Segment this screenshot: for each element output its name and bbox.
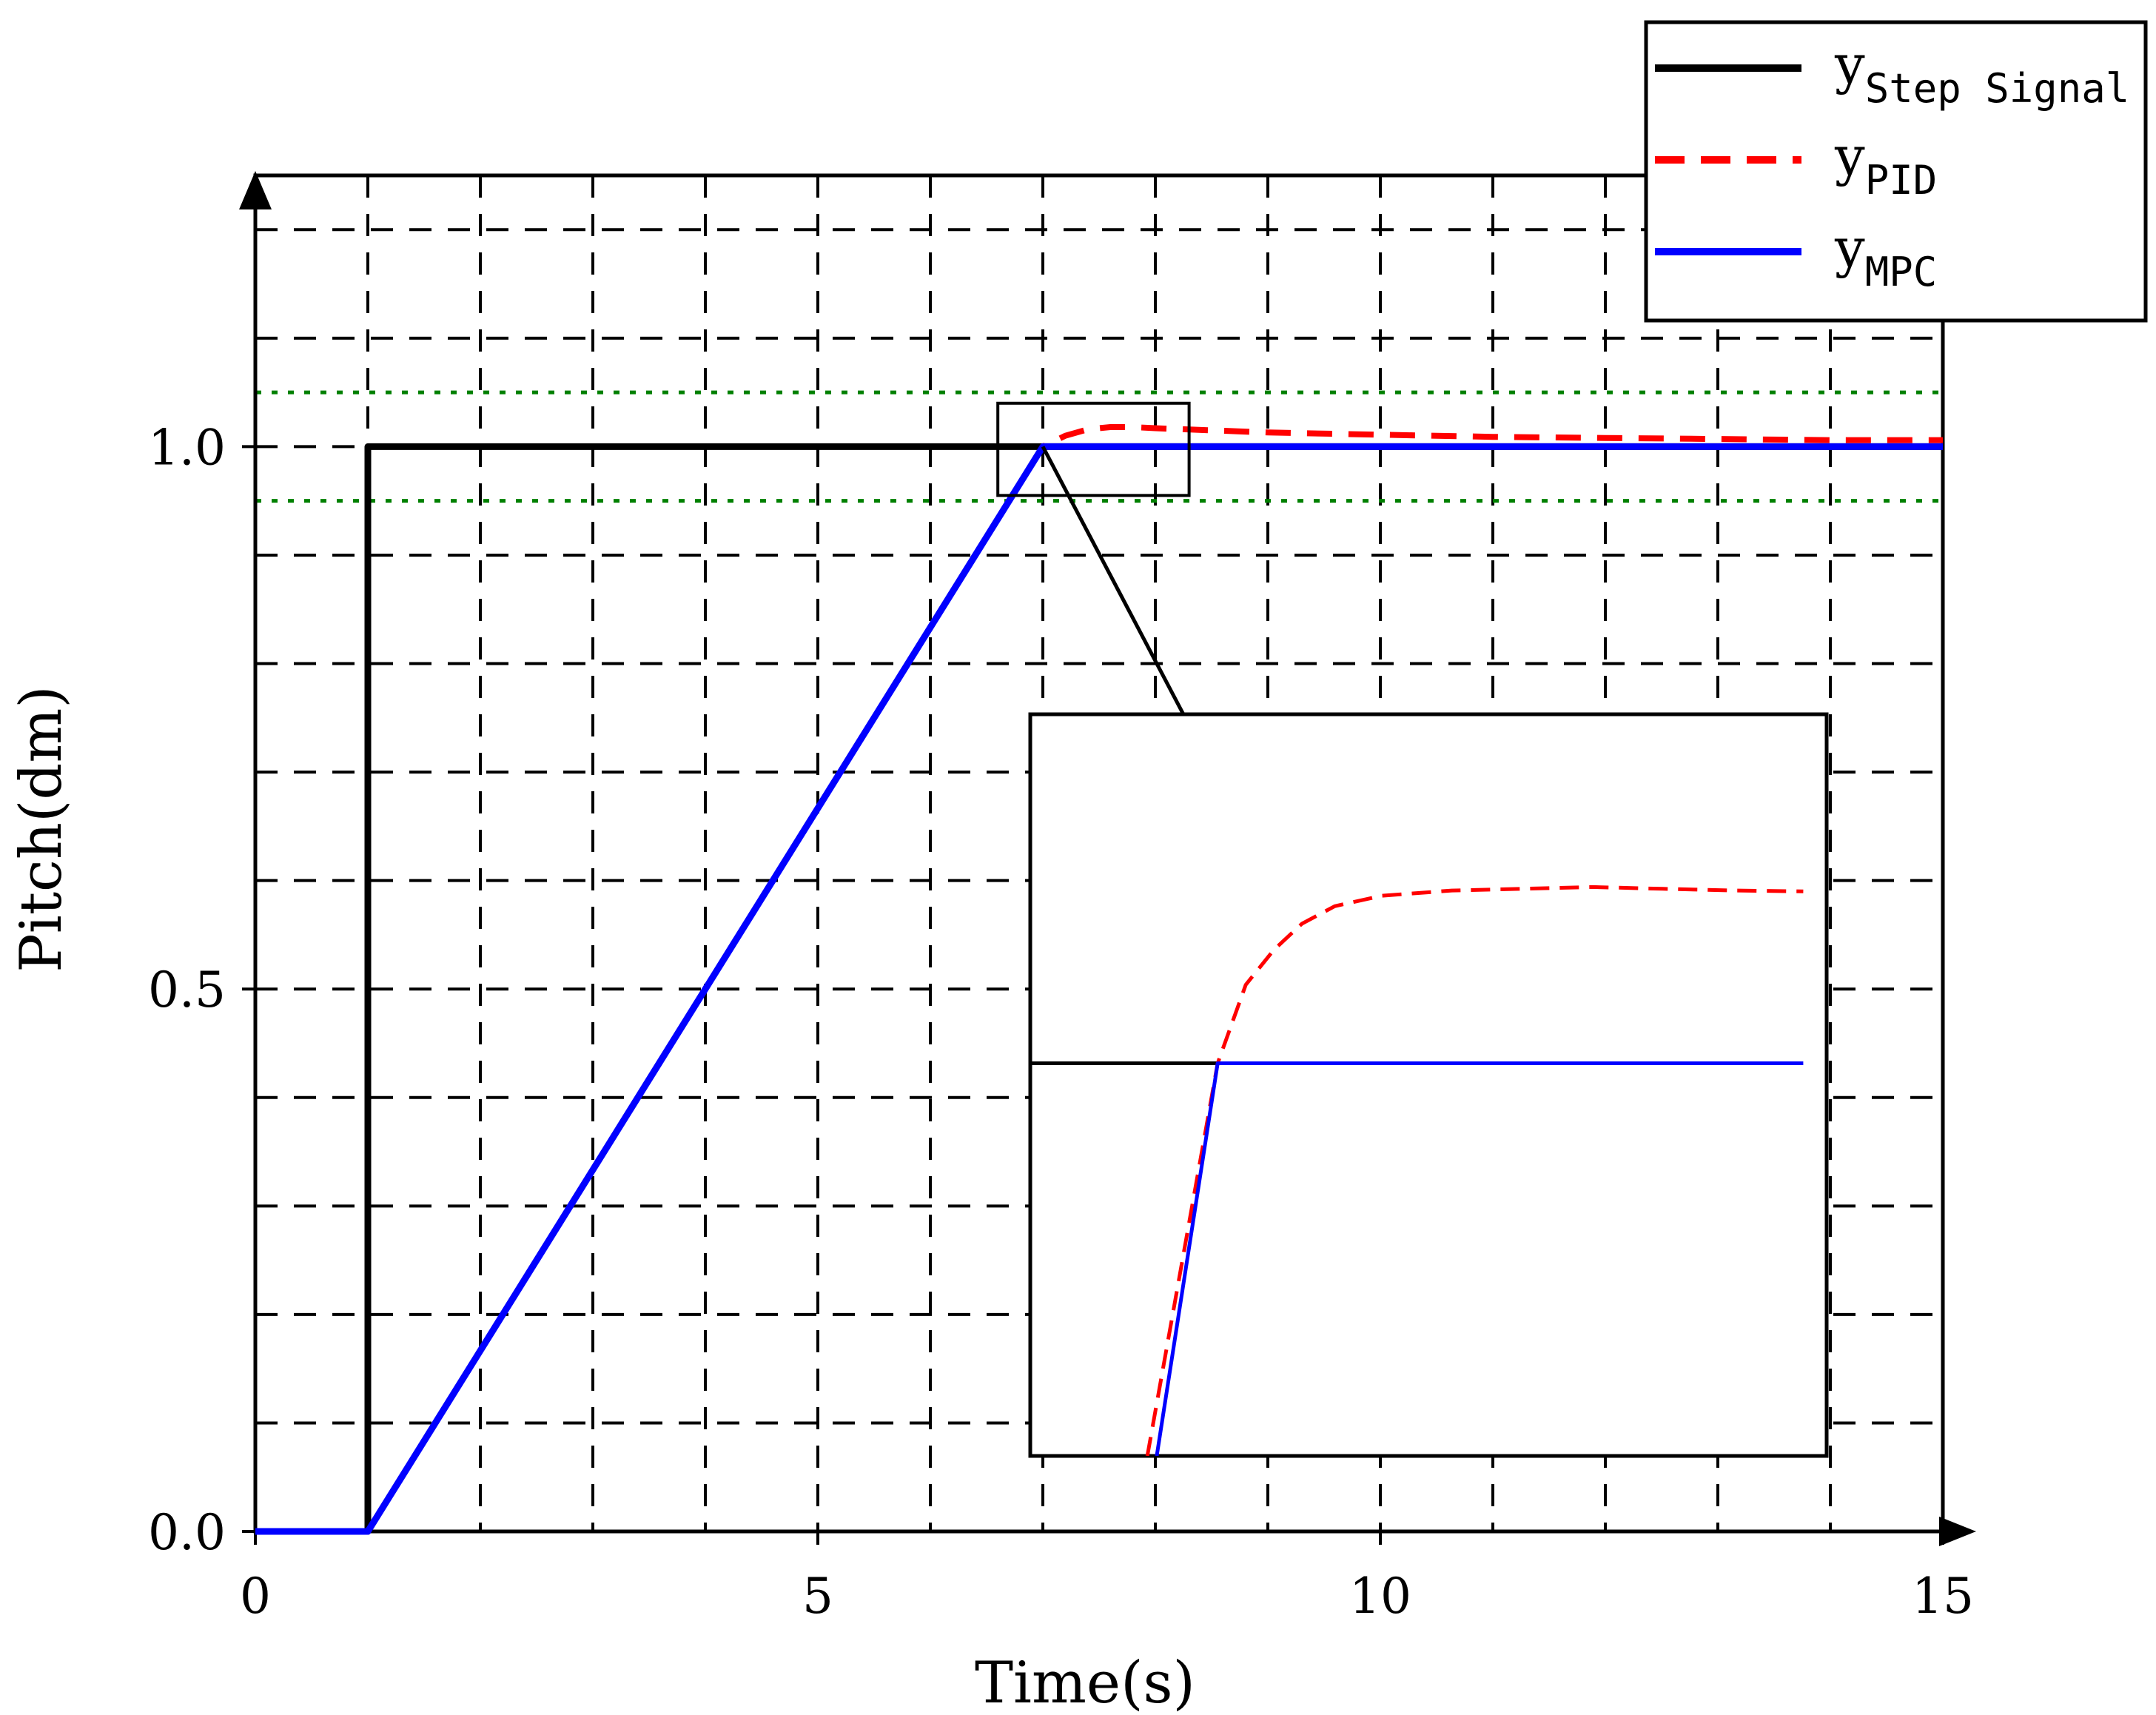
legend-label: yStep Signal (1834, 33, 2129, 112)
y-axis-arrow (239, 171, 272, 209)
legend-box (1644, 20, 2148, 323)
plot-frame (253, 173, 1945, 1534)
legend-label-base: y (1834, 33, 1865, 95)
series-line (255, 443, 1943, 1535)
zoom-arrow-line (1041, 446, 1195, 734)
y-tick-label: 0.5 (148, 961, 226, 1018)
zoom-indicator (996, 401, 1211, 764)
inset-series-line (1145, 885, 1804, 1456)
series-group (255, 424, 1943, 1535)
tick-labels: 0 5 10 15 0.0 0.5 1.0 (148, 419, 1974, 1625)
legend-label-subscript: PID (1865, 157, 1938, 204)
zoom-rectangle (996, 401, 1191, 497)
legend-label-subscript: MPC (1865, 249, 1938, 295)
x-tick-label: 10 (1349, 1568, 1411, 1625)
x-axis-arrow (1939, 1517, 1976, 1546)
legend-label-base: y (1834, 217, 1865, 279)
inset-series-line (1155, 1061, 1804, 1456)
legend-label: yMPC (1834, 217, 1937, 295)
inset-frame (1028, 712, 1829, 1458)
x-axis-label: Time(s) (975, 1650, 1195, 1715)
tolerance-band (255, 390, 1943, 503)
y-tick-label: 0.0 (148, 1504, 226, 1561)
inset-series-group (1030, 885, 1804, 1456)
x-tick-label: 5 (802, 1568, 833, 1625)
legend-label-subscript: Step Signal (1865, 65, 2130, 112)
series-line (255, 424, 1943, 1534)
legend-label-base: y (1834, 125, 1865, 187)
inset-plot (1028, 712, 1829, 1458)
y-tick-label: 1.0 (148, 419, 226, 476)
x-tick-label: 15 (1912, 1568, 1974, 1625)
x-tick-label: 0 (240, 1568, 271, 1625)
legend-label: yPID (1834, 125, 1937, 204)
y-axis-label: Pitch(dm) (8, 685, 75, 972)
